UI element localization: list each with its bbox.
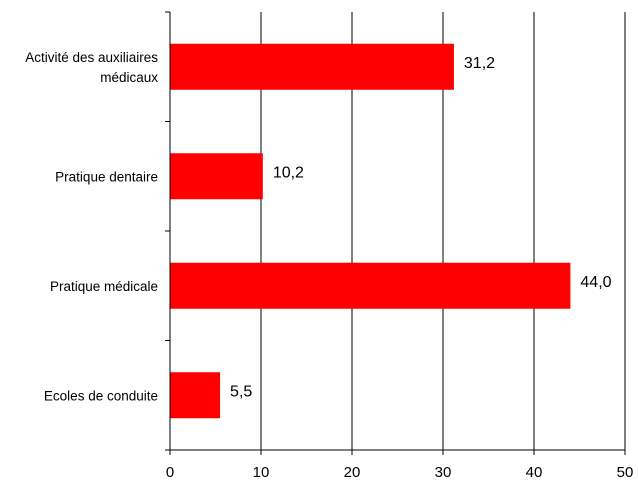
value-label-0: 31,2 — [464, 55, 495, 72]
bars — [170, 43, 571, 419]
x-tick-label-0: 0 — [166, 464, 174, 481]
value-label-3: 5,5 — [230, 383, 252, 400]
x-tick-labels: 0 10 20 30 40 50 — [166, 464, 634, 481]
bar-2 — [170, 262, 571, 309]
category-label-2: Pratique médicale — [50, 279, 158, 294]
value-label-1: 10,2 — [273, 164, 304, 181]
category-label-line: médicaux — [100, 70, 158, 85]
bar-1 — [170, 153, 263, 200]
x-tick-label-50: 50 — [617, 464, 634, 481]
category-label-line: Pratique médicale — [50, 279, 158, 294]
value-labels: 31,2 10,2 44,0 5,5 — [230, 55, 612, 401]
ticks — [165, 11, 626, 455]
category-label-line: Pratique dentaire — [55, 169, 158, 184]
x-tick-label-20: 20 — [344, 464, 361, 481]
x-tick-label-30: 30 — [435, 464, 452, 481]
category-label-0: Activité des auxiliaires médicaux — [25, 50, 158, 85]
category-labels: Activité des auxiliaires médicaux Pratique… — [25, 50, 158, 404]
x-tick-label-10: 10 — [253, 464, 270, 481]
category-label-1: Pratique dentaire — [55, 169, 158, 184]
bar-3 — [170, 372, 221, 419]
x-tick-label-40: 40 — [526, 464, 543, 481]
value-label-2: 44,0 — [580, 274, 611, 291]
category-label-line: Ecoles de conduite — [44, 388, 158, 403]
category-label-3: Ecoles de conduite — [44, 388, 158, 403]
category-label-line: Activité des auxiliaires — [25, 50, 158, 65]
bar-0 — [170, 43, 454, 90]
